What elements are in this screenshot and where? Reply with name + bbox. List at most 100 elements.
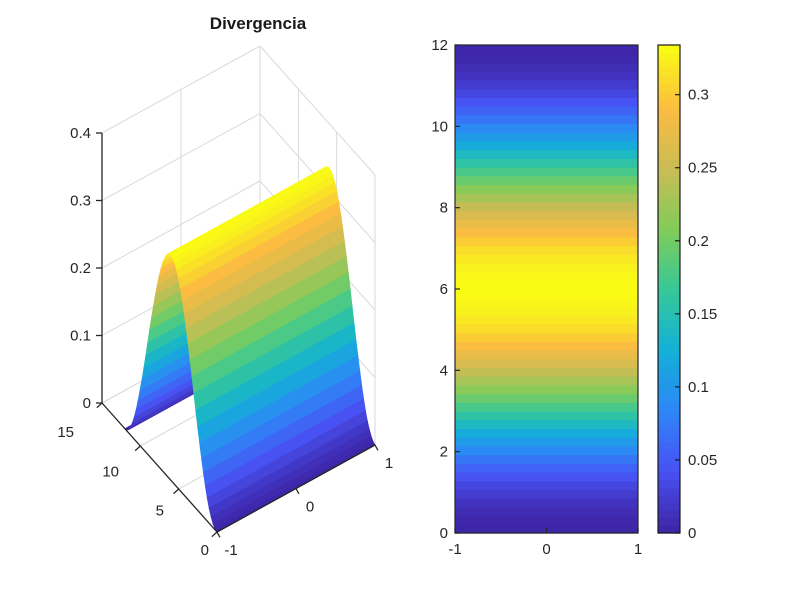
colorbar-band (658, 45, 680, 54)
grid-line (259, 45, 376, 176)
grid-line (101, 45, 261, 134)
heatmap-band (455, 71, 638, 81)
y-tick-label: 15 (57, 424, 74, 441)
colorbar-band (658, 52, 680, 61)
heatmap-band (455, 271, 638, 281)
colorbar-border (657, 44, 681, 534)
colorbar-band (658, 479, 680, 488)
y-tick (211, 531, 218, 538)
z-tick-label: 0.2 (70, 260, 91, 277)
colorbar-band (658, 433, 680, 443)
colorbar-band (658, 106, 680, 115)
heatmap-band (455, 167, 638, 177)
colorbar-band (658, 342, 680, 351)
grid-line (101, 113, 261, 201)
colorbar-band (658, 235, 680, 244)
x-tick-label: 1 (634, 541, 642, 558)
colorbar-band (658, 182, 680, 191)
surface-axes: 0 0.1 0.2 0.3 0.4 0 5 10 15 -1 0 1 (57, 125, 393, 559)
x-tick-label: 0 (542, 541, 550, 558)
plot-title: Divergencia (209, 14, 307, 33)
heatmap-band (455, 341, 638, 351)
y-tick-label: 8 (440, 200, 448, 217)
heatmap-band (455, 376, 638, 386)
x-tick-label: 1 (385, 455, 393, 472)
heatmap-band (455, 472, 638, 482)
heatmap-band (455, 498, 638, 508)
heatmap-band (455, 297, 638, 308)
heatmap-band (455, 114, 638, 125)
z-tick-label: 0.1 (70, 328, 91, 345)
heatmap-band (455, 445, 638, 456)
colorbar-band (658, 327, 680, 336)
heatmap-band (455, 454, 638, 464)
heatmap-band (455, 480, 638, 491)
heatmap-band (455, 367, 638, 377)
colorbar-band (658, 334, 680, 343)
colorbar-band (658, 258, 680, 267)
x-tick (216, 531, 221, 538)
z-tick-label: 0 (83, 395, 91, 412)
colorbar-band (658, 90, 680, 99)
colorbar-band (658, 350, 680, 359)
colorbar-band (658, 426, 680, 435)
y-tick-label: 0 (440, 525, 448, 542)
grid-line (101, 180, 261, 269)
y-tick-label: 10 (431, 118, 448, 135)
heatmap-band (455, 53, 638, 64)
heatmap-band (455, 184, 638, 194)
colorbar-tick-label: 0.1 (688, 379, 709, 396)
colorbar-band (658, 113, 680, 122)
colorbar-band (658, 464, 680, 473)
colorbar-band (658, 388, 680, 397)
heatmap-band (455, 315, 638, 325)
colorbar-band (658, 365, 680, 374)
colorbar-band (658, 281, 680, 290)
heatmap-band (455, 158, 638, 168)
heatmap-band (455, 489, 638, 499)
colorbar-band (658, 311, 680, 321)
y-tick-label: 0 (201, 542, 209, 559)
y-tick (134, 445, 141, 452)
x-tick (374, 444, 379, 451)
colorbar-band (658, 98, 680, 107)
colorbar-tick-label: 0 (688, 525, 696, 542)
colorbar-band (658, 456, 680, 465)
z-tick-label: 0.3 (70, 193, 91, 210)
heatmap-band (455, 280, 638, 290)
colorbar-band (658, 380, 680, 389)
heatmap-band (455, 437, 638, 447)
heatmap-band (455, 306, 638, 316)
heatmap-band (455, 332, 638, 342)
y-tick-label: 12 (431, 37, 448, 54)
colorbar-band (658, 273, 680, 282)
y-tick-label: 10 (102, 463, 119, 480)
colorbar-band (658, 304, 680, 313)
colorbar-band (658, 220, 680, 229)
y-tick (96, 402, 103, 409)
colorbar-band (658, 289, 680, 298)
y-tick-label: 2 (440, 444, 448, 461)
colorbar-band (658, 136, 680, 145)
heatmap-band (455, 254, 638, 264)
colorbar-band (658, 174, 680, 183)
colorbar-band (658, 510, 680, 519)
heatmap-band (455, 506, 638, 517)
colorbar-band (658, 159, 680, 168)
heatmap-band (455, 106, 638, 116)
colorbar-band (658, 395, 680, 404)
heatmap-band (455, 411, 638, 421)
colorbar: 0 0.05 0.1 0.15 0.2 0.25 0.3 (657, 44, 717, 542)
y-tick-label: 4 (440, 362, 448, 379)
colorbar-band (658, 487, 680, 496)
heatmap-band (455, 350, 638, 360)
heatmap-band (455, 210, 638, 220)
heatmap-band (455, 402, 638, 412)
surface-plot (124, 166, 376, 533)
x-tick-label: -1 (448, 541, 461, 558)
y-tick-label: 6 (440, 281, 448, 298)
heatmap-band (455, 245, 638, 255)
colorbar-band (658, 128, 680, 138)
heatmap-band (455, 88, 638, 98)
colorbar-band (658, 75, 680, 84)
